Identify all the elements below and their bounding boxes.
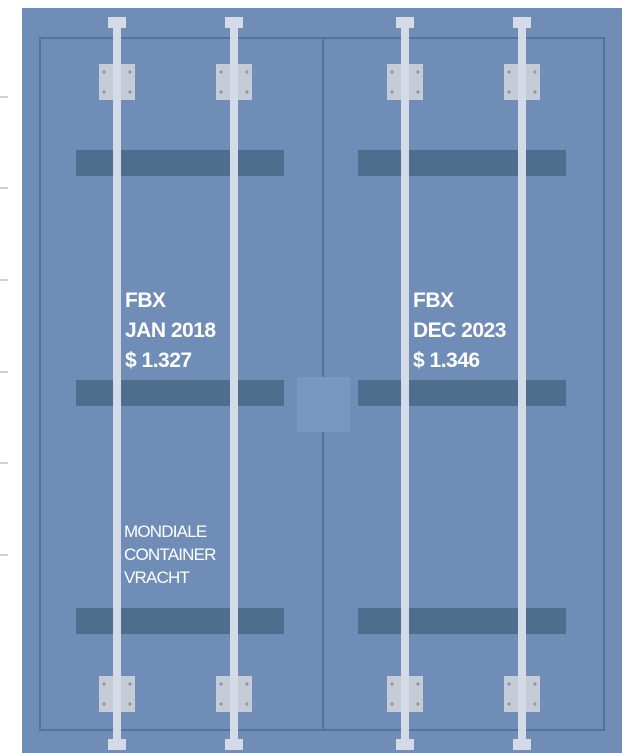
left-label: FBX <box>125 289 166 312</box>
right-label: FBX <box>413 289 454 312</box>
edge-ticks <box>0 96 8 556</box>
caption-line: MONDIALE <box>124 522 207 541</box>
hinge-dots <box>102 70 537 706</box>
lock-plate <box>297 377 350 432</box>
left-date: JAN 2018 <box>125 319 216 342</box>
cross-bars <box>76 150 566 634</box>
right-price: $ 1.346 <box>413 349 480 372</box>
caption-line: VRACHT <box>124 568 190 587</box>
rods <box>108 17 531 750</box>
left-price: $ 1.327 <box>125 349 192 372</box>
right-date: DEC 2023 <box>413 319 506 342</box>
caption-line: CONTAINER <box>124 545 216 564</box>
